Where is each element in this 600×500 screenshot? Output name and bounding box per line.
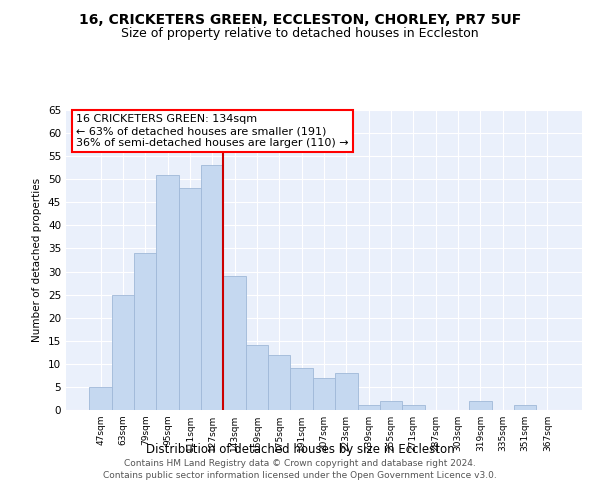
Text: 16 CRICKETERS GREEN: 134sqm
← 63% of detached houses are smaller (191)
36% of se: 16 CRICKETERS GREEN: 134sqm ← 63% of det… — [76, 114, 349, 148]
Bar — [89, 387, 112, 410]
Bar — [201, 166, 223, 410]
Bar — [223, 276, 246, 410]
Bar — [134, 253, 157, 410]
Bar — [380, 401, 402, 410]
Bar — [290, 368, 313, 410]
Text: Size of property relative to detached houses in Eccleston: Size of property relative to detached ho… — [121, 28, 479, 40]
Bar — [157, 174, 179, 410]
Bar — [358, 406, 380, 410]
Bar — [112, 294, 134, 410]
Text: 16, CRICKETERS GREEN, ECCLESTON, CHORLEY, PR7 5UF: 16, CRICKETERS GREEN, ECCLESTON, CHORLEY… — [79, 12, 521, 26]
Bar — [335, 373, 358, 410]
Bar — [246, 346, 268, 410]
Bar — [469, 401, 491, 410]
Bar — [514, 406, 536, 410]
Y-axis label: Number of detached properties: Number of detached properties — [32, 178, 43, 342]
Bar — [179, 188, 201, 410]
Bar — [268, 354, 290, 410]
Bar — [313, 378, 335, 410]
Text: Contains HM Land Registry data © Crown copyright and database right 2024.
Contai: Contains HM Land Registry data © Crown c… — [103, 458, 497, 480]
Text: Distribution of detached houses by size in Eccleston: Distribution of detached houses by size … — [146, 442, 454, 456]
Bar — [402, 406, 425, 410]
